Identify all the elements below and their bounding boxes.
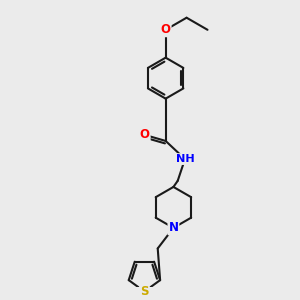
Text: N: N	[168, 221, 178, 234]
Text: NH: NH	[176, 154, 194, 164]
Text: O: O	[160, 23, 171, 36]
Text: O: O	[140, 128, 150, 141]
Text: S: S	[140, 285, 149, 298]
